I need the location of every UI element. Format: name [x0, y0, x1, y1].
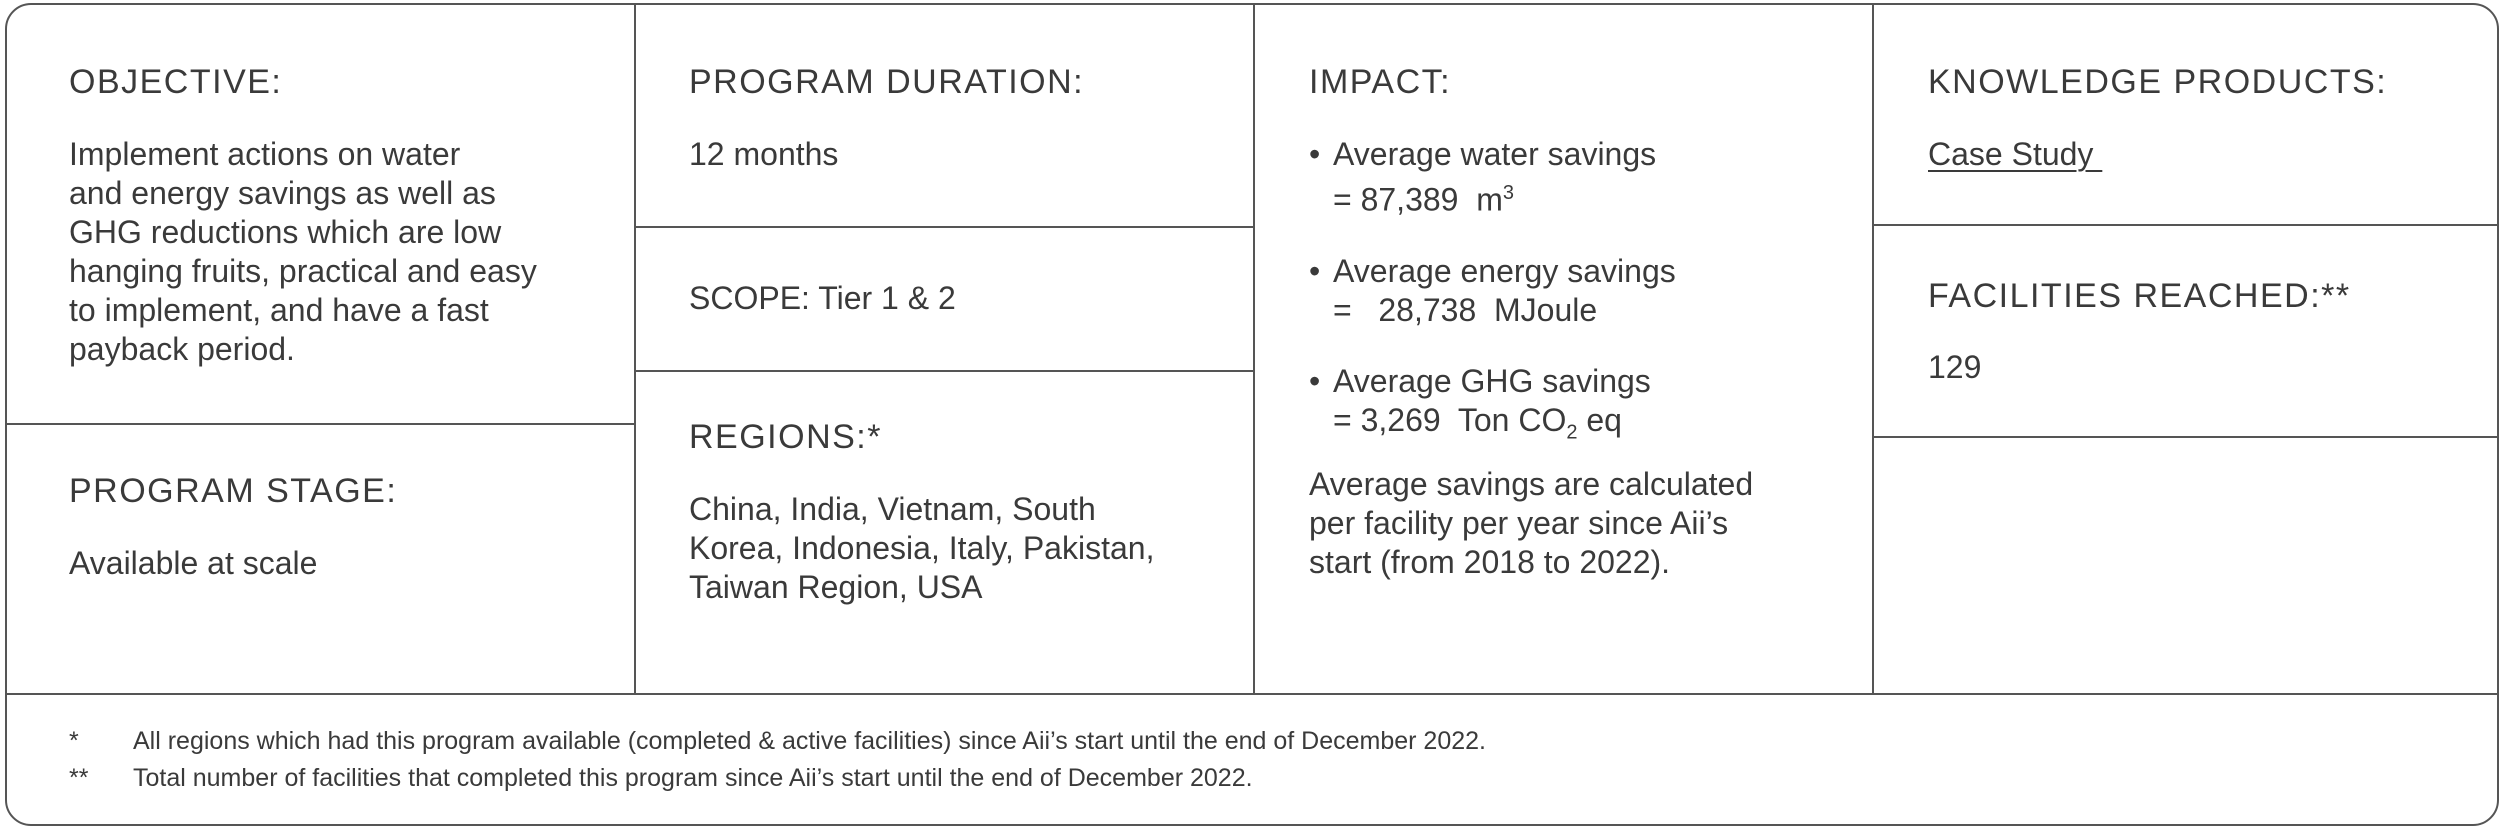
impact-item-water: • Average water savings = 87,389 m3	[1309, 136, 1657, 218]
impact-list: • Average water savings = 87,389 m3 • Aver…	[1309, 135, 1676, 484]
footnote-2: ** Total number of facilities that comple…	[69, 764, 1253, 792]
impact-item-energy: • Average energy savings = 28,738 MJoule	[1309, 252, 1676, 328]
regions-list: China, India, Vietnam, South Korea, Indo…	[689, 491, 1155, 605]
regions-heading: REGIONS:*	[689, 418, 882, 456]
column-divider-3	[1872, 5, 1874, 693]
column-divider-1	[634, 5, 636, 693]
footnotes: * All regions which had this program avai…	[69, 723, 1486, 797]
row-divider-knowledge	[1872, 224, 2497, 226]
footnote-1: * All regions which had this program avai…	[69, 727, 1486, 755]
impact-heading: IMPACT:	[1309, 63, 1452, 101]
impact-note: Average savings are calculated per facil…	[1309, 466, 1754, 580]
footnote-divider	[7, 693, 2497, 695]
program-stage-value: Available at scale	[69, 545, 318, 581]
row-divider-duration	[634, 226, 1253, 228]
program-duration-value: 12 months	[689, 136, 839, 172]
row-divider-scope	[634, 370, 1253, 372]
objective-heading: OBJECTIVE:	[69, 63, 283, 101]
facilities-reached-value: 129	[1928, 349, 1982, 385]
row-divider-objective	[7, 423, 634, 425]
row-divider-facilities	[1872, 436, 2497, 438]
program-duration-heading: PROGRAM DURATION:	[689, 63, 1085, 101]
case-study-link[interactable]: Case Study	[1928, 136, 2103, 172]
knowledge-products-heading: KNOWLEDGE PRODUCTS:	[1928, 63, 2388, 101]
facilities-reached-heading: FACILITIES REACHED:**	[1928, 277, 2351, 315]
program-stage-heading: PROGRAM STAGE:	[69, 472, 398, 510]
program-info-card: OBJECTIVE: Implement actions on water an…	[5, 3, 2499, 826]
column-divider-2	[1253, 5, 1255, 693]
objective-text: Implement actions on water and energy sa…	[69, 136, 537, 367]
scope-text: SCOPE: Tier 1 & 2	[689, 280, 956, 316]
impact-item-ghg: • Average GHG savings = 3,269 Ton CO2 eq	[1309, 362, 1651, 444]
